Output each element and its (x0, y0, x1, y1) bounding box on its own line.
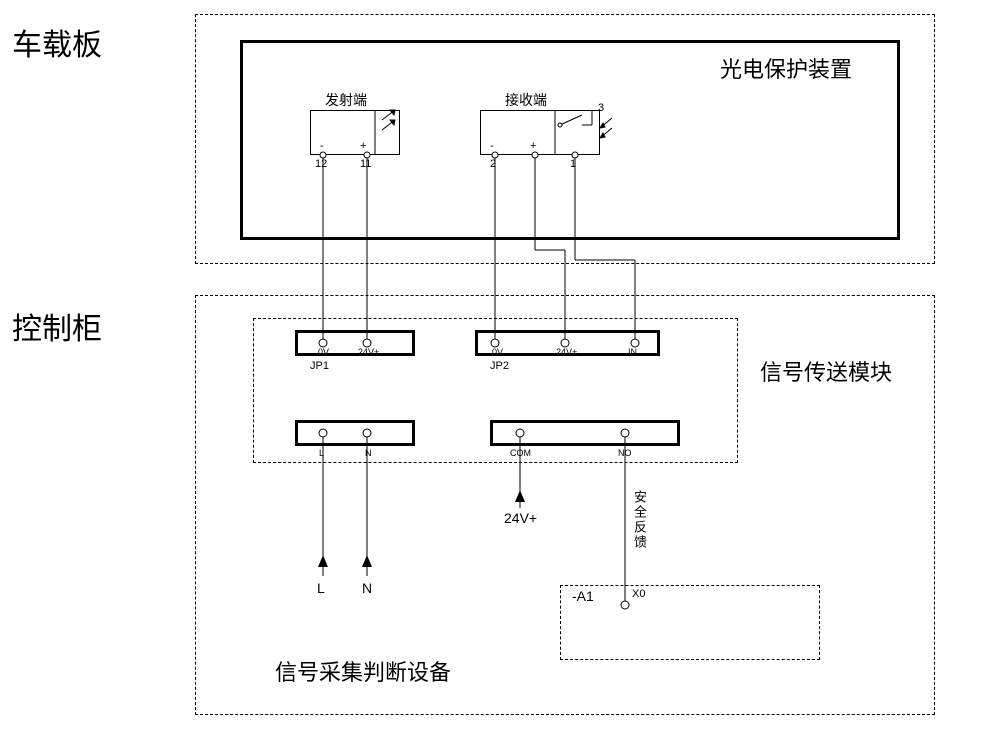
wiring-svg (0, 0, 1000, 734)
